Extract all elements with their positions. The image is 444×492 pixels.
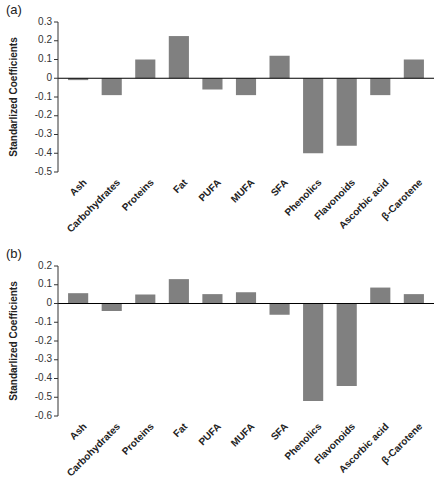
panel: (a) -0.5 -0.4 -0.3 -0.2 -0.1 0 0.1 0.2 0.3 Standar… <box>6 2 434 234</box>
bar <box>370 78 390 95</box>
category-label: Proteins <box>120 420 156 456</box>
bars <box>68 279 424 401</box>
y-tick-label: 0.2 <box>38 260 52 271</box>
bar <box>337 304 357 387</box>
y-axis-label: Standarlized Coefficients <box>8 281 19 401</box>
y-tick <box>54 359 58 360</box>
y-tick <box>54 284 58 285</box>
y-tick <box>54 416 58 417</box>
y-tick <box>54 172 58 173</box>
bar <box>404 294 424 303</box>
bar <box>102 78 122 95</box>
category-label: Ascorbic acid <box>337 177 391 231</box>
y-tick-label: -0.1 <box>35 91 53 102</box>
bar <box>135 295 155 304</box>
bar <box>169 36 189 78</box>
y-tick <box>54 134 58 135</box>
category-label: Carbohydrates <box>65 176 123 234</box>
y-tick <box>54 22 58 23</box>
zero-line <box>58 303 434 304</box>
bar <box>370 288 390 304</box>
y-tick <box>54 97 58 98</box>
y-tick-label: 0.3 <box>38 16 52 27</box>
bar <box>169 279 189 303</box>
category-label: β-Carotene <box>379 176 424 221</box>
bar <box>135 60 155 79</box>
category-label: Fat <box>171 420 190 439</box>
y-tick-label: 0 <box>46 297 52 308</box>
category-label: PUFA <box>196 421 223 448</box>
bar <box>102 304 122 312</box>
y-tick <box>54 378 58 379</box>
category-label: MUFA <box>229 177 257 205</box>
y-tick-label: -0.6 <box>35 410 53 421</box>
category-label: PUFA <box>196 177 223 204</box>
bar <box>202 294 222 303</box>
y-tick <box>54 59 58 60</box>
y-tick <box>54 40 58 41</box>
y-tick-label: -0.2 <box>35 109 53 120</box>
y-tick-label: 0 <box>46 72 52 83</box>
y-tick-label: 0.1 <box>38 53 52 64</box>
bar <box>404 60 424 79</box>
y-axis-label: Standarlized Coefficients <box>8 37 19 157</box>
category-label: Proteins <box>120 176 156 212</box>
y-tick-label: -0.2 <box>35 335 53 346</box>
category-label: Ascorbic acid <box>337 421 391 475</box>
bar <box>270 304 290 315</box>
y-tick-label: 0.2 <box>38 34 52 45</box>
category-label: Ash <box>68 177 89 198</box>
bar <box>202 78 222 89</box>
bar <box>270 56 290 79</box>
y-tick-label: 0.1 <box>38 278 52 289</box>
y-tick-label: -0.1 <box>35 316 53 327</box>
category-label: Carbohydrates <box>65 420 123 478</box>
bar <box>236 78 256 95</box>
y-tick <box>54 397 58 398</box>
y-tick-label: -0.3 <box>35 128 53 139</box>
zero-line <box>58 78 434 79</box>
bar <box>303 304 323 402</box>
y-tick-label: -0.4 <box>35 372 53 383</box>
y-tick <box>54 153 58 154</box>
y-tick-label: -0.4 <box>35 147 53 158</box>
category-label: Ash <box>68 421 89 442</box>
y-tick <box>54 266 58 267</box>
bar <box>337 78 357 146</box>
y-tick <box>54 341 58 342</box>
panel: (b) -0.6 -0.5 -0.4 -0.3 -0.2 -0.1 0 0.1 0.2 Standa… <box>6 246 434 478</box>
category-label: β-Carotene <box>379 420 424 465</box>
bar <box>236 292 256 303</box>
bar <box>68 293 88 303</box>
panel-title: (b) <box>6 246 22 261</box>
y-tick <box>54 115 58 116</box>
category-label: SFA <box>269 177 291 199</box>
y-tick-label: -0.3 <box>35 353 53 364</box>
y-tick-label: -0.5 <box>35 166 53 177</box>
panel-title: (a) <box>6 2 22 17</box>
bar <box>303 78 323 153</box>
category-label: SFA <box>269 421 291 443</box>
y-tick <box>54 78 58 79</box>
figure: (a) -0.5 -0.4 -0.3 -0.2 -0.1 0 0.1 0.2 0.3 Standar… <box>0 0 444 492</box>
y-tick <box>54 303 58 304</box>
bars <box>68 36 424 153</box>
category-label: Fat <box>171 176 190 195</box>
category-label: MUFA <box>229 421 257 449</box>
y-tick-label: -0.5 <box>35 391 53 402</box>
y-tick <box>54 322 58 323</box>
